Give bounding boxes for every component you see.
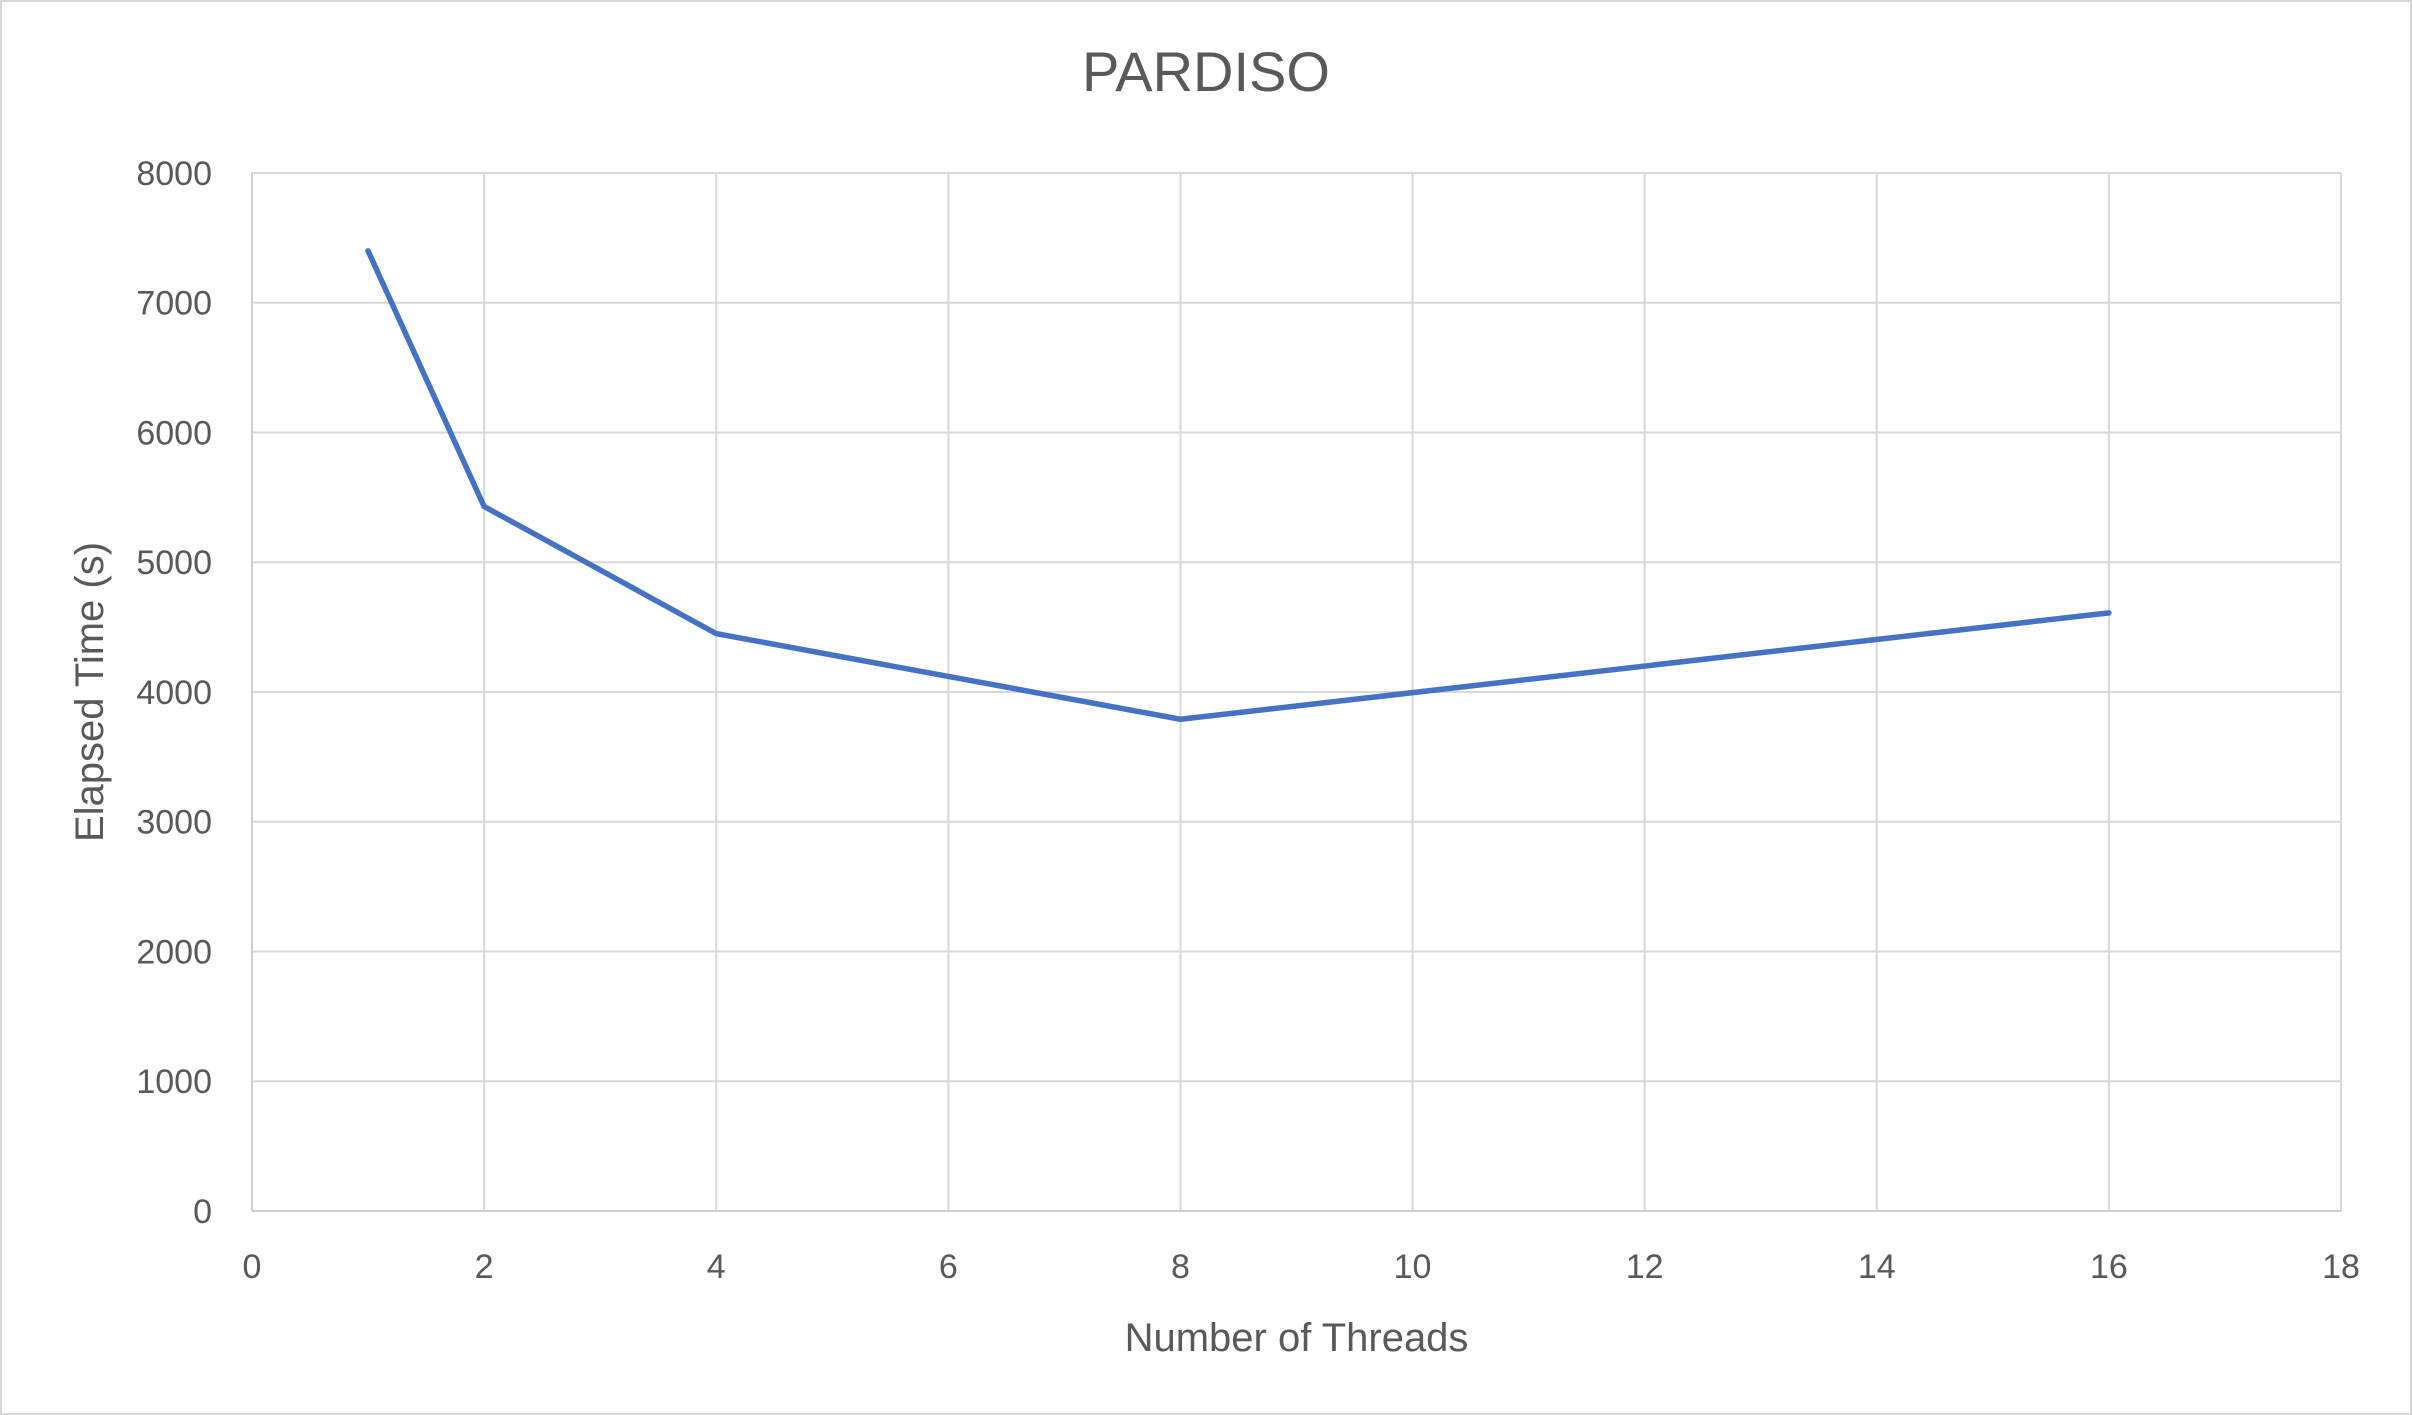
y-axis-title: Elapsed Time (s) — [68, 541, 112, 843]
x-tick-label: 6 — [939, 1248, 958, 1286]
x-tick-label: 14 — [1858, 1248, 1896, 1286]
x-tick-label: 0 — [243, 1248, 262, 1286]
y-tick-label: 2000 — [136, 933, 212, 971]
series-line — [365, 248, 2112, 722]
x-tick-label: 8 — [1171, 1248, 1190, 1286]
y-tick-label: 3000 — [136, 804, 212, 842]
x-tick-label: 10 — [1394, 1248, 1432, 1286]
y-tick-label: 6000 — [136, 414, 212, 452]
y-tick-label: 7000 — [136, 285, 212, 323]
x-tick-label: 18 — [2322, 1248, 2360, 1286]
x-tick-label: 16 — [2090, 1248, 2128, 1286]
chart-title: PARDISO — [1082, 40, 1330, 103]
x-axis-title: Number of Threads — [1124, 1316, 1469, 1360]
x-tick-label: 2 — [475, 1248, 494, 1286]
x-tick-label: 12 — [1626, 1248, 1664, 1286]
y-tick-label: 4000 — [136, 674, 212, 712]
x-tick-label: 4 — [707, 1248, 726, 1286]
y-tick-label: 8000 — [136, 155, 212, 193]
y-tick-label: 5000 — [136, 544, 212, 582]
y-tick-label: 0 — [193, 1193, 212, 1231]
y-tick-label: 1000 — [136, 1063, 212, 1101]
